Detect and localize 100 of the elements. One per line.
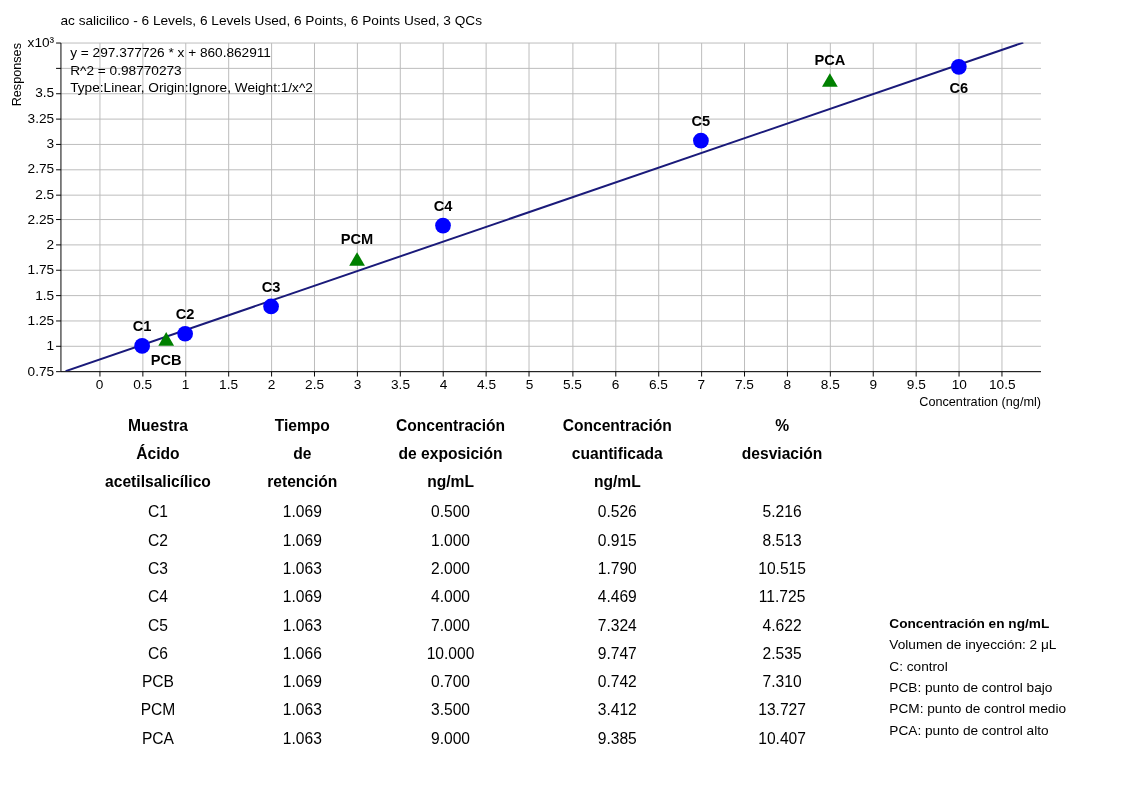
y-tick-label: 3 xyxy=(46,136,55,152)
annotation: PCM xyxy=(340,231,374,248)
x-tick-label: 8.5 xyxy=(820,377,841,393)
text: C: control xyxy=(889,658,948,674)
text: Volumen de inyección: 2 μL xyxy=(889,637,1057,653)
text: Muestra Ácido acetilsalicílico xyxy=(105,416,211,491)
x-tick-label: 8 xyxy=(783,377,792,393)
x-tick-label: 6 xyxy=(611,377,620,393)
y-tick-label: 2.75 xyxy=(27,161,55,177)
text: 1.790 xyxy=(597,560,638,578)
y-tick-label: 1.5 xyxy=(35,287,55,303)
text: 0.500 xyxy=(431,503,471,521)
annotation: C6 xyxy=(949,80,969,97)
text: 1.063 xyxy=(282,729,322,747)
text: 5.216 xyxy=(762,503,802,521)
text: PCB xyxy=(141,673,175,691)
text: PCA: punto de control alto xyxy=(889,722,1049,738)
text: 9.385 xyxy=(597,729,638,747)
text: 8.513 xyxy=(762,531,802,549)
point xyxy=(263,298,279,315)
text: 1.069 xyxy=(282,588,322,606)
text: C5 xyxy=(148,616,169,634)
text: Concentración de exposición ng/mL xyxy=(395,416,506,491)
text: 1.063 xyxy=(282,616,322,634)
text: C3 xyxy=(148,560,168,578)
x-tick-label: 9 xyxy=(869,377,878,393)
y-axis-title: Responses xyxy=(9,43,24,107)
text: 1.063 xyxy=(282,701,322,719)
y-tick-label: x10³ xyxy=(27,34,55,50)
text: 1.069 xyxy=(282,673,322,691)
y-tick-label: 3.5 xyxy=(35,85,55,101)
x-tick-label: 0 xyxy=(95,377,104,393)
y-tick-label: 0.75 xyxy=(27,363,55,379)
text: PCB: punto de control bajo xyxy=(889,680,1053,695)
text: 1.066 xyxy=(282,644,322,662)
x-tick-label: 7 xyxy=(697,377,706,393)
text: 10.515 xyxy=(758,560,807,578)
y-tick-label: 3.25 xyxy=(27,110,55,126)
annotation: C4 xyxy=(433,197,454,214)
y-tick-label: 2 xyxy=(46,237,55,253)
x-tick-label: 3 xyxy=(353,377,362,393)
point xyxy=(693,132,709,149)
text: 2.000 xyxy=(431,560,471,578)
text: 10.000 xyxy=(426,644,475,662)
annotation: C3 xyxy=(261,278,281,295)
text: 1.069 xyxy=(282,531,322,549)
point xyxy=(435,217,451,234)
y-tick-label: 2.25 xyxy=(27,211,55,227)
x-tick-label: 10 xyxy=(951,377,968,393)
text: 10.407 xyxy=(758,729,806,747)
x-tick-label: 7.5 xyxy=(734,377,755,393)
text: 1.000 xyxy=(431,531,471,549)
text: 2.535 xyxy=(762,644,802,662)
x-tick-label: 5 xyxy=(525,377,534,393)
text: Concentración en ng/mL xyxy=(889,615,1050,631)
y-tick-label: 2.5 xyxy=(35,186,55,202)
text: C2 xyxy=(148,531,168,549)
annotation: R^2 = 0.98770273 xyxy=(70,62,182,78)
x-tick-label: 1 xyxy=(181,377,190,393)
x-tick-label: 0.5 xyxy=(133,377,153,393)
x-tick-label: 2.5 xyxy=(305,377,325,393)
x-tick-label: 6.5 xyxy=(648,377,669,393)
y-tick-label: 1.75 xyxy=(27,262,55,278)
annotation: y = 297.377726 * x + 860.862911 xyxy=(70,45,271,61)
text: 4.000 xyxy=(431,588,471,606)
point xyxy=(134,338,150,354)
text: PCA xyxy=(141,729,175,747)
text: 7.000 xyxy=(431,616,471,634)
x-tick-label: 4 xyxy=(439,377,448,393)
x-axis-title: Concentration (ng/ml) xyxy=(919,394,1041,409)
text: 1.063 xyxy=(282,560,322,578)
x-tick-label: 3.5 xyxy=(391,377,411,393)
x-tick-label: 4.5 xyxy=(477,377,497,393)
text: 7.324 xyxy=(597,616,638,634)
point xyxy=(177,325,193,342)
annotation: C1 xyxy=(132,318,152,335)
text: 1.069 xyxy=(282,503,322,521)
text: PCM xyxy=(140,701,176,719)
x-tick-label: 2 xyxy=(267,377,276,393)
annotation: Type:Linear, Origin:Ignore, Weight:1/x^2 xyxy=(70,80,313,96)
x-tick-label: 10.5 xyxy=(989,377,1016,393)
text: C6 xyxy=(148,644,168,662)
annotation: C5 xyxy=(691,113,711,129)
y-tick-label: 1.25 xyxy=(27,313,55,328)
text: 0.915 xyxy=(597,531,638,549)
text: % desviación xyxy=(741,416,823,462)
text: 9.000 xyxy=(431,729,471,747)
text: 13.727 xyxy=(758,701,806,719)
annotation: PCA xyxy=(814,52,846,69)
text: C4 xyxy=(148,588,169,606)
text: 3.500 xyxy=(431,701,471,719)
x-tick-label: 9.5 xyxy=(906,377,927,393)
point xyxy=(822,73,838,87)
text: 3.412 xyxy=(597,701,637,719)
chart-title: ac salicilico - 6 Levels, 6 Levels Used, 6 Points, 6 Points Used, 3 QCs xyxy=(60,13,483,28)
point xyxy=(950,58,967,75)
point xyxy=(158,332,175,346)
x-tick-label: 5.5 xyxy=(562,377,583,393)
annotation: PCB xyxy=(150,352,182,369)
text: 7.310 xyxy=(762,673,802,691)
